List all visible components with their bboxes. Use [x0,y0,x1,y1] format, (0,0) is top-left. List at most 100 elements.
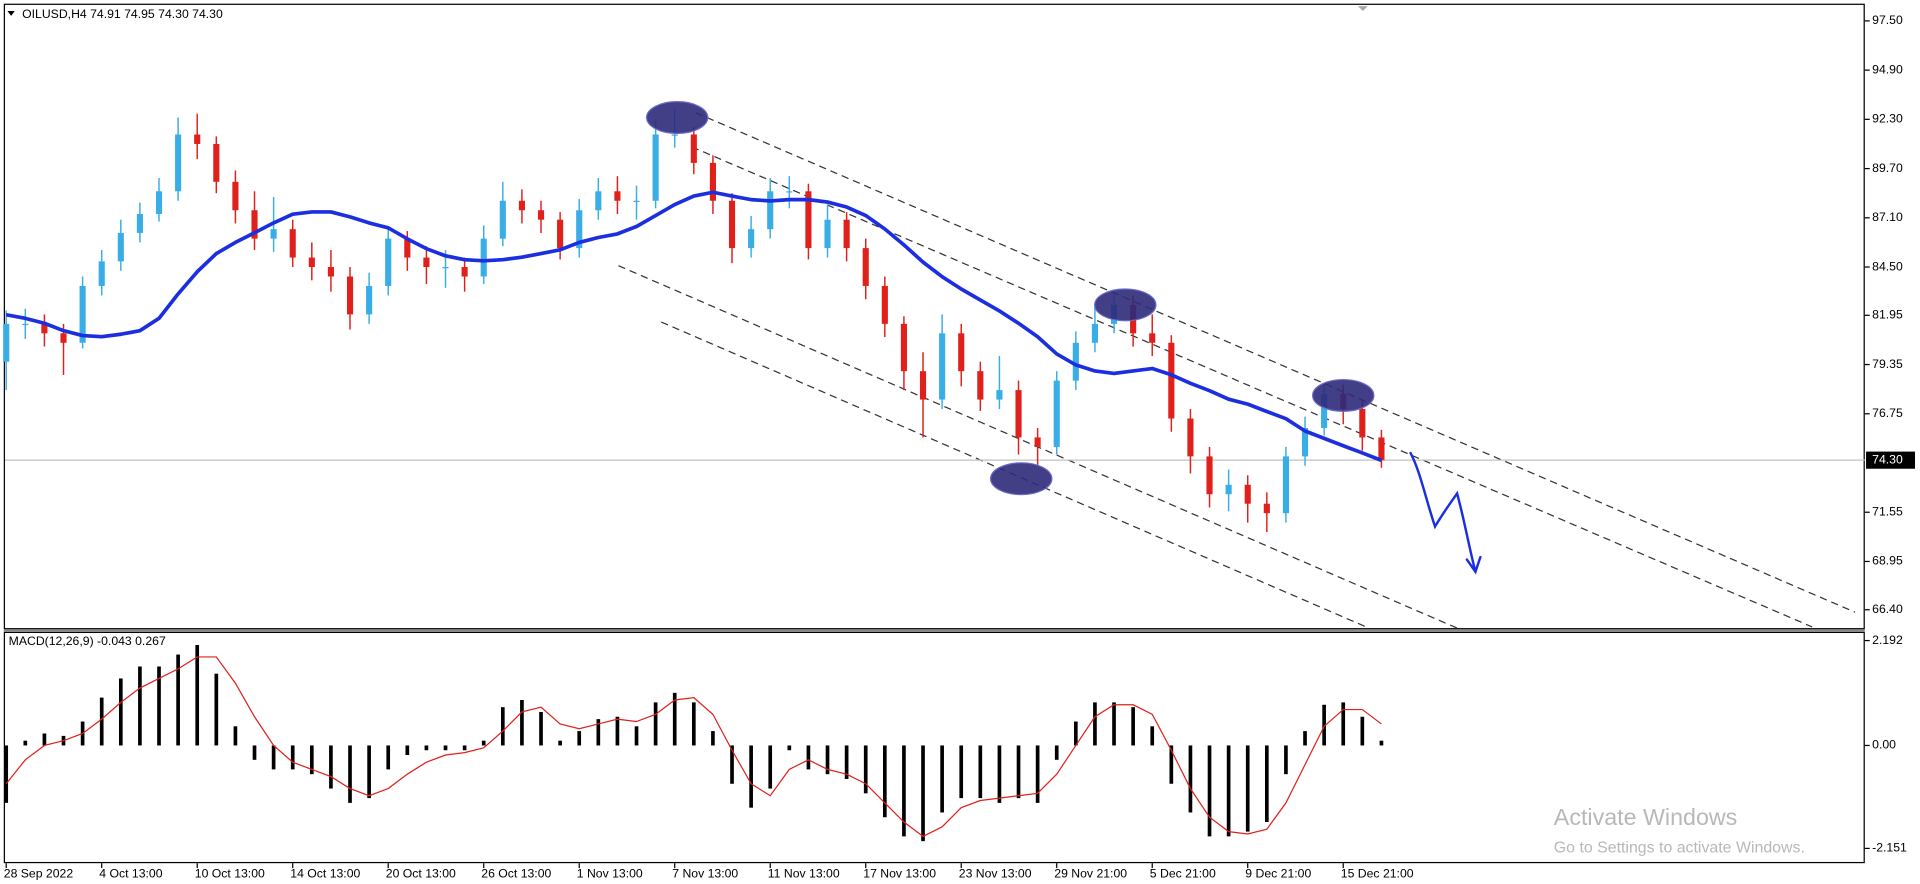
macd-bar [23,740,28,746]
candle-body [748,229,755,249]
x-tick-label: 5 Dec 21:00 [1150,866,1216,880]
macd-bar [1093,702,1097,746]
macd-bar [309,745,314,775]
candle-body [652,134,659,201]
macd-bar [653,702,658,746]
candle-body [41,323,48,334]
macd-bar [730,745,734,784]
macd-bar [443,745,448,751]
candle-body [136,214,143,233]
candle-body [786,191,793,193]
macd-bar [329,745,333,789]
moving-average [5,190,1383,463]
macd-bar [1169,745,1174,784]
macd-bar [1226,745,1231,837]
macd-bar [691,702,696,746]
candle-body [690,134,697,163]
candle-body [480,238,487,277]
candle-body [346,276,354,315]
highlight-ellipse [645,101,709,135]
macd-bar [997,745,1002,803]
x-tick-label: 10 Oct 13:00 [195,866,265,880]
channel-line [691,146,1813,628]
x-tick-label: 23 Nov 13:00 [959,866,1032,880]
macd-bar [367,745,371,799]
candle-body [175,134,182,192]
candle-body [461,267,468,277]
x-tick-label: 26 Oct 13:00 [481,866,551,880]
macd-bar [138,666,142,746]
x-tick-label: 15 Dec 21:00 [1341,866,1414,880]
candle-body [537,210,545,220]
macd-bar [1245,745,1250,832]
x-tick-label: 20 Oct 13:00 [386,866,456,880]
candle-body [1015,390,1022,438]
x-tick-label: 4 Oct 13:00 [99,866,162,880]
x-tick-label: 28 Sep 2022 [4,866,74,880]
macd-bar [118,678,123,746]
macd-bar [577,731,582,746]
macd-bar [844,745,849,779]
candle-body [919,371,927,400]
macd-bar [539,711,543,746]
candle-body [805,191,812,249]
macd-bar [902,745,906,837]
candle-body [576,210,583,249]
candle-body [1282,456,1289,514]
candle-body [79,285,86,343]
candle-body [1072,342,1079,381]
y-tick-label: 97.50 [1872,13,1903,27]
macd-signal [5,656,1382,838]
x-tick-label: 11 Nov 13:00 [768,866,840,880]
candle-body [499,200,506,239]
candle-body [366,285,373,315]
macd-bar [615,716,620,746]
macd-bar [959,745,964,799]
candle-body [633,200,640,202]
candle-body [728,200,736,249]
y-tick-label: 66.40 [1872,602,1903,616]
candle-body [557,219,564,249]
macd-bar [1035,745,1040,803]
candle-body [671,134,678,136]
macd-bar [634,726,639,746]
candle-body [977,371,984,400]
macd-bar [768,745,773,789]
macd-bar [596,719,601,746]
candle-body [767,191,774,230]
macd-bar [1112,702,1116,746]
macd-bar [481,740,486,746]
candle-body [1225,484,1232,495]
x-tick-label: 7 Nov 13:00 [672,866,738,880]
candle-body [1034,437,1041,447]
watermark-subtitle: Go to Settings to activate Windows. [1554,840,1805,857]
macd-bar [462,745,467,751]
candle-body [1263,503,1270,514]
candle-body [958,333,965,372]
macd-bar [882,745,887,818]
price-title: OILUSD,H4 74.91 74.95 74.30 74.30 [22,7,223,21]
candle-body [1149,333,1156,343]
y-tick-label: 89.70 [1872,161,1903,175]
macd-bar [672,692,677,746]
menu-arrow [7,11,15,16]
macd-bar [4,745,9,803]
scroll-marker [1357,6,1368,12]
macd-bar [787,745,792,751]
macd-bar [252,745,257,760]
macd-bar [1379,740,1384,746]
candle-body [939,333,946,400]
macd-bar [1207,745,1212,837]
candle-body [3,323,10,362]
y-tick-label: 79.35 [1872,357,1903,371]
macd-bar [1341,702,1346,746]
candle-body [996,390,1003,400]
highlight-ellipse [1094,288,1157,322]
candle-body [595,191,602,211]
x-tick-label: 1 Nov 13:00 [577,866,643,880]
candle-body [614,191,621,201]
candle-body [824,219,831,249]
highlight-ellipse [1312,378,1375,413]
